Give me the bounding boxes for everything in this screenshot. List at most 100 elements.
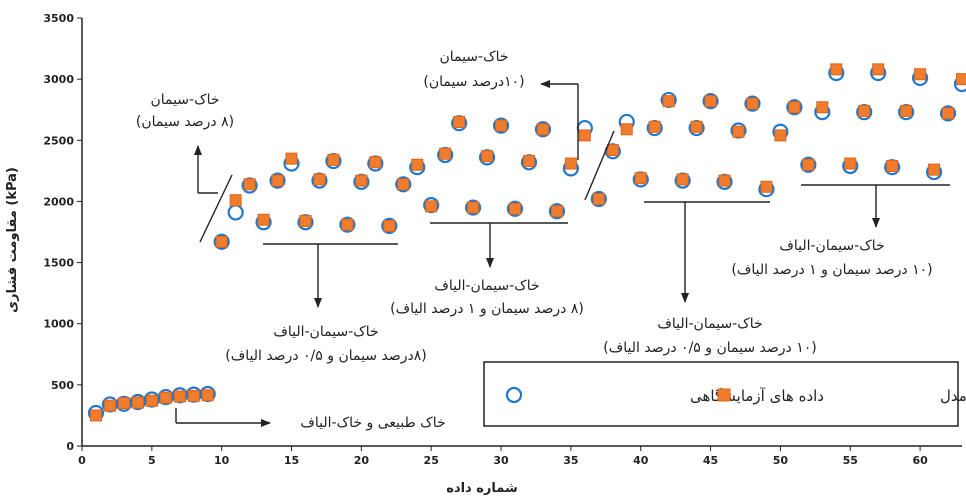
- x-tick-label-60: 60: [912, 454, 928, 467]
- model-point: [817, 102, 828, 113]
- model-point: [398, 179, 409, 190]
- x-tick-label-20: 20: [354, 454, 370, 467]
- annotation-cem8-line-2: (۸ درصد سیمان): [136, 114, 234, 130]
- model-point: [272, 175, 283, 186]
- model-point: [468, 202, 479, 213]
- annotation-cem8-slash: [200, 175, 232, 242]
- model-point: [230, 195, 241, 206]
- model-point: [789, 102, 800, 113]
- model-point: [286, 153, 297, 164]
- x-tick-label-5: 5: [148, 454, 156, 467]
- annotation-cem8-f1-line-2: (۸ درصد سیمان و ۱ درصد الیاف): [390, 301, 584, 317]
- model-point: [859, 105, 870, 116]
- model-point: [188, 390, 199, 401]
- y-tick-label-3500: 3500: [43, 12, 74, 25]
- x-tick-label-25: 25: [424, 454, 439, 467]
- model-point: [384, 220, 395, 231]
- model-point: [663, 96, 674, 107]
- y-tick-label-2000: 2000: [43, 195, 74, 208]
- annotation-soil-fiber-line-1: خاک طبیعی و خاک-الیاف: [300, 415, 445, 431]
- x-axis-title: شماره داده: [446, 481, 518, 496]
- experimental-point: [229, 205, 243, 219]
- y-tick-label-0: 0: [66, 440, 74, 453]
- model-point: [174, 391, 185, 402]
- y-tick-label-500: 500: [51, 379, 74, 392]
- model-point: [160, 392, 171, 403]
- model-point: [733, 126, 744, 137]
- x-tick-label-0: 0: [78, 454, 86, 467]
- model-point: [454, 116, 465, 127]
- legend: داده های آزمایشگاهی داده های حاصل از مدل: [484, 362, 966, 426]
- model-point: [719, 175, 730, 186]
- x-tick-label-15: 15: [284, 454, 299, 467]
- model-point: [901, 105, 912, 116]
- model-point: [104, 400, 115, 411]
- model-point: [649, 121, 660, 132]
- model-point: [775, 130, 786, 141]
- model-point: [677, 174, 688, 185]
- model-point: [887, 160, 898, 171]
- x-tick-label-55: 55: [843, 454, 858, 467]
- model-point: [328, 154, 339, 165]
- y-tick-label-1000: 1000: [43, 318, 74, 331]
- model-point: [300, 215, 311, 226]
- x-tick-label-10: 10: [214, 454, 230, 467]
- model-point: [510, 203, 521, 214]
- model-point: [565, 158, 576, 169]
- model-point: [356, 175, 367, 186]
- model-point: [873, 64, 884, 75]
- model-point: [90, 410, 101, 421]
- model-point: [426, 201, 437, 212]
- model-point: [537, 124, 548, 135]
- annotation-cem8-f05-line-2: (۸درصد سیمان و ۰/۵ درصد الیاف): [225, 348, 426, 364]
- model-point: [132, 397, 143, 408]
- model-point: [118, 398, 129, 409]
- legend-label-experimental: داده های آزمایشگاهی: [690, 387, 824, 405]
- legend-marker-model: [718, 389, 730, 401]
- y-axis-title: مقاومت فشاری (kPa): [5, 167, 20, 313]
- model-point: [845, 158, 856, 169]
- model-point: [705, 96, 716, 107]
- model-point: [691, 121, 702, 132]
- annotation-cem10-line-1: خاک-سیمان: [439, 49, 508, 65]
- legend-label-model: داده های حاصل از مدل: [940, 387, 966, 405]
- annotation-cem10-line-2: (۱۰درصد سیمان): [423, 74, 524, 90]
- model-point: [593, 193, 604, 204]
- x-tick-label-50: 50: [773, 454, 789, 467]
- model-point: [761, 181, 772, 192]
- model-point: [957, 74, 966, 85]
- model-point: [803, 159, 814, 170]
- model-point: [440, 148, 451, 159]
- model-point: [202, 390, 213, 401]
- y-tick-label-1500: 1500: [43, 257, 74, 270]
- model-point: [747, 98, 758, 109]
- model-point: [258, 214, 269, 225]
- annotation-cem10-f05-line-1: خاک-سیمان-الیاف: [657, 316, 762, 332]
- model-point: [579, 130, 590, 141]
- model-point: [607, 145, 618, 156]
- annotation-cem8-f1-line-1: خاک-سیمان-الیاف: [434, 278, 539, 294]
- model-point: [146, 395, 157, 406]
- annotation-cem8-line-1: خاک-سیمان: [150, 92, 219, 108]
- model-point: [314, 174, 325, 185]
- model-point: [621, 124, 632, 135]
- model-point: [342, 219, 353, 230]
- model-point: [635, 173, 646, 184]
- x-tick-label-45: 45: [703, 454, 718, 467]
- x-tick-label-35: 35: [563, 454, 578, 467]
- model-point: [482, 151, 493, 162]
- model-point: [551, 206, 562, 217]
- legend-marker-experimental: [507, 388, 521, 402]
- model-point: [943, 108, 954, 119]
- model-point: [370, 157, 381, 168]
- model-point: [929, 164, 940, 175]
- model-point: [216, 236, 227, 247]
- y-tick-label-2500: 2500: [43, 134, 74, 147]
- annotation-cem8-f05-line-1: خاک-سیمان-الیاف: [273, 324, 378, 340]
- x-tick-label-40: 40: [633, 454, 649, 467]
- model-point: [915, 69, 926, 80]
- model-point: [496, 120, 507, 131]
- annotation-cem10-f1-line-1: خاک-سیمان-الیاف: [779, 238, 884, 254]
